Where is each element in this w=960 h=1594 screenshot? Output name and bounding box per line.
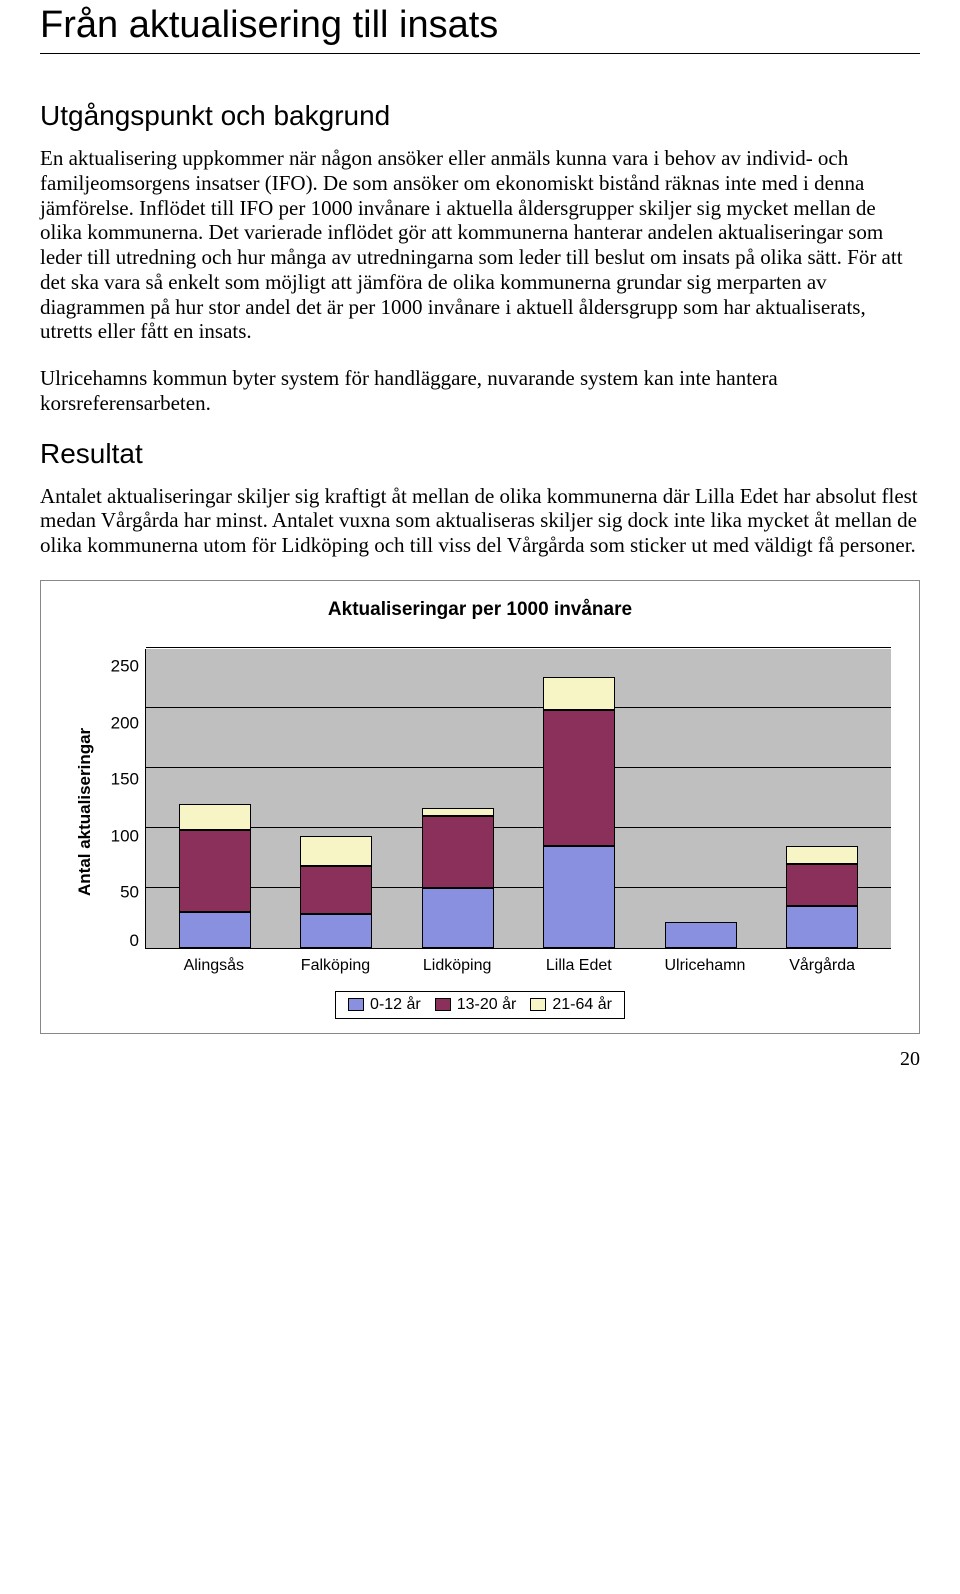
chart-bar-segment: [179, 830, 251, 912]
chart-bar-segment: [300, 836, 372, 866]
chart-y-axis-label: Antal aktualiseringar: [69, 649, 95, 975]
chart-legend-label: 21-64 år: [552, 996, 612, 1014]
chart-x-ticks: Alingsås Falköping Lidköping Lilla Edet Ulri…: [145, 957, 891, 975]
chart-bar: [543, 677, 615, 948]
chart-bar-segment: [786, 906, 858, 948]
chart-legend-item: 21-64 år: [530, 996, 612, 1014]
chart-bar-segment: [543, 677, 615, 711]
chart-y-tick: 50: [120, 884, 139, 901]
chart-bar: [665, 922, 737, 948]
page-title: Från aktualisering till insats: [40, 0, 920, 47]
chart-y-ticks: 250 200 150 100 50 0: [95, 649, 145, 949]
chart-title: Aktualiseringar per 1000 invånare: [69, 599, 891, 621]
chart-bar-segment: [786, 846, 858, 864]
chart-legend-label: 0-12 år: [370, 996, 421, 1014]
title-rule: [40, 53, 920, 54]
chart-x-tick: Lidköping: [421, 957, 493, 975]
chart-bar-segment: [422, 808, 494, 816]
chart-legend-swatch: [348, 998, 364, 1011]
chart-legend-item: 0-12 år: [348, 996, 421, 1014]
chart-x-tick: Lilla Edet: [543, 957, 615, 975]
paragraph-1: En aktualisering uppkommer när någon ans…: [40, 146, 920, 344]
chart-x-tick: Falköping: [299, 957, 371, 975]
chart-bar: [422, 808, 494, 948]
chart-bar-segment: [300, 866, 372, 914]
chart-gridline: [146, 827, 891, 828]
chart-gridline: [146, 707, 891, 708]
chart-gridline: [146, 887, 891, 888]
chart-bar-segment: [422, 816, 494, 888]
chart-bar-segment: [543, 846, 615, 948]
section-heading-1: Utgångspunkt och bakgrund: [40, 100, 920, 132]
chart-bar-segment: [422, 888, 494, 948]
paragraph-3: Antalet aktualiseringar skiljer sig kraf…: [40, 484, 920, 558]
chart-bar-segment: [179, 912, 251, 948]
chart-bar-segment: [543, 710, 615, 846]
chart-bar: [300, 836, 372, 948]
section-heading-2: Resultat: [40, 438, 920, 470]
chart-gridline: [146, 647, 891, 648]
chart-container: Aktualiseringar per 1000 invånare Antal …: [40, 580, 920, 1034]
page-number: 20: [40, 1048, 920, 1071]
chart-legend-swatch: [435, 998, 451, 1011]
chart-bar-segment: [300, 914, 372, 948]
chart-legend-label: 13-20 år: [457, 996, 517, 1014]
chart-x-tick: Alingsås: [178, 957, 250, 975]
chart-bar-segment: [179, 804, 251, 830]
chart-bar-segment: [665, 922, 737, 948]
chart-y-tick: 0: [130, 932, 139, 949]
chart-bar: [179, 804, 251, 948]
chart-plot-area: [145, 649, 891, 949]
chart-y-tick: 200: [111, 714, 139, 731]
chart-bar-segment: [786, 864, 858, 906]
chart-gridline: [146, 767, 891, 768]
chart-x-tick: Ulricehamn: [664, 957, 736, 975]
chart-y-tick: 150: [111, 771, 139, 788]
chart-legend-item: 13-20 år: [435, 996, 517, 1014]
chart-legend: 0-12 år 13-20 år 21-64 år: [335, 991, 625, 1019]
chart-y-tick: 100: [111, 827, 139, 844]
chart-y-tick: 250: [111, 657, 139, 674]
paragraph-2: Ulricehamns kommun byter system för hand…: [40, 366, 920, 416]
chart-legend-swatch: [530, 998, 546, 1011]
chart-bar: [786, 846, 858, 948]
chart-x-tick: Vårgårda: [786, 957, 858, 975]
